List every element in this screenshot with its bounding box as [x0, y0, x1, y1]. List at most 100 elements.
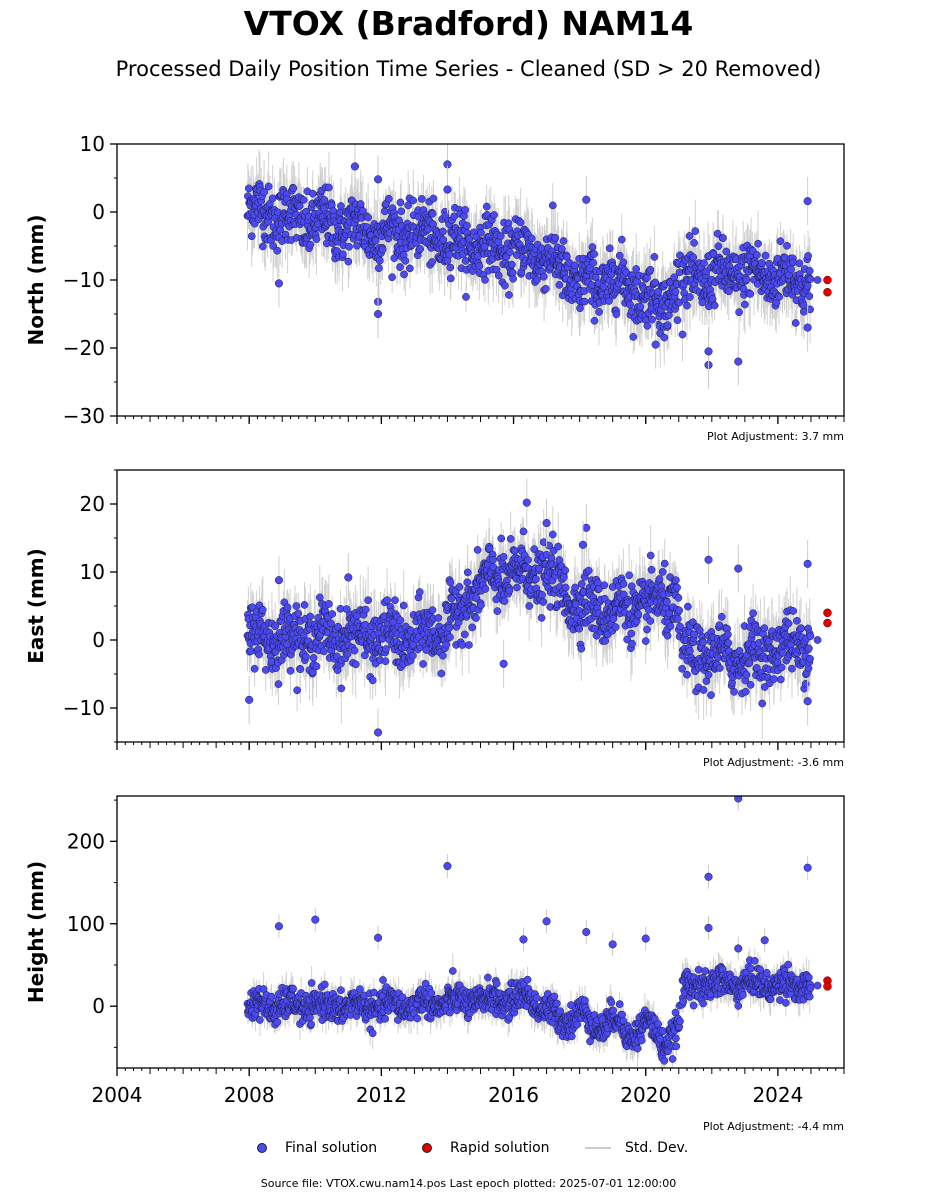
final-point	[756, 965, 764, 974]
final-point	[646, 265, 655, 274]
final-point	[788, 664, 796, 673]
final-point	[390, 254, 399, 262]
final-point	[555, 281, 564, 289]
final-point	[636, 302, 645, 311]
final-point	[509, 274, 517, 283]
legend-rapid-label: Rapid solution	[450, 1140, 550, 1156]
final-point	[439, 227, 447, 236]
outlier-point	[704, 555, 713, 564]
final-point	[698, 298, 707, 307]
final-point	[586, 1037, 594, 1046]
final-point	[776, 237, 785, 246]
final-point	[588, 243, 597, 251]
final-point	[676, 622, 684, 631]
final-point	[421, 979, 430, 988]
final-point	[675, 606, 684, 615]
outlier-point	[542, 917, 551, 926]
final-point	[274, 680, 283, 688]
final-point	[625, 571, 634, 580]
final-point	[397, 207, 406, 216]
outlier-point	[274, 279, 283, 288]
final-point	[813, 981, 822, 990]
outlier-point	[311, 915, 320, 924]
final-point	[766, 995, 775, 1004]
final-point	[408, 651, 417, 660]
final-point	[446, 633, 454, 641]
final-point	[339, 250, 347, 259]
final-point	[679, 997, 688, 1006]
final-point	[523, 975, 532, 984]
final-point	[684, 602, 692, 611]
final-point	[406, 264, 414, 273]
final-point	[320, 980, 329, 989]
final-point	[492, 979, 501, 988]
final-point	[747, 964, 755, 973]
final-point	[560, 573, 568, 582]
final-point	[730, 687, 738, 696]
final-point	[650, 253, 659, 261]
final-point	[704, 670, 713, 679]
final-point	[601, 637, 610, 645]
y-tick-label: 100	[67, 912, 105, 936]
final-point	[463, 221, 471, 230]
outlier-point	[582, 195, 591, 204]
axes-frame-2	[116, 795, 845, 1069]
y-tick-label: −20	[63, 336, 105, 360]
final-point	[666, 622, 675, 631]
final-point	[619, 258, 628, 267]
final-point	[261, 666, 270, 674]
final-point	[447, 594, 456, 603]
outlier-point	[499, 659, 508, 668]
final-point	[787, 265, 795, 274]
final-point	[675, 268, 684, 277]
final-point	[741, 687, 750, 696]
final-point	[539, 272, 548, 281]
final-point	[618, 1010, 627, 1019]
final-point	[654, 287, 662, 296]
final-point	[575, 624, 584, 633]
final-point	[789, 607, 798, 615]
outlier-point	[704, 872, 713, 881]
final-point	[445, 624, 453, 632]
outlier-point	[803, 697, 812, 706]
final-point	[337, 684, 346, 693]
outlier-point	[522, 498, 531, 507]
legend: Final solution Rapid solution Std. Dev.	[0, 1138, 937, 1158]
final-point	[805, 292, 814, 301]
legend-std: Std. Dev.	[585, 1138, 688, 1158]
final-point	[600, 581, 609, 590]
final-point	[320, 647, 328, 656]
final-point	[541, 284, 550, 293]
final-point	[351, 660, 360, 669]
outlier-point	[374, 728, 383, 737]
final-point	[368, 676, 377, 685]
x-tick-label: 2008	[224, 1083, 275, 1107]
final-point	[271, 622, 280, 631]
series-final-1	[243, 478, 822, 742]
final-point	[250, 664, 259, 673]
final-point	[617, 235, 626, 244]
x-tick-label: 2020	[620, 1083, 671, 1107]
final-point	[516, 218, 525, 227]
final-point	[264, 182, 273, 191]
final-point	[646, 551, 655, 560]
final-point	[482, 202, 491, 211]
final-point	[615, 251, 624, 260]
final-point	[337, 202, 345, 210]
final-point	[364, 213, 372, 222]
final-point	[654, 1020, 662, 1028]
final-point	[683, 670, 691, 679]
final-point	[300, 601, 309, 609]
final-point	[761, 251, 770, 260]
final-point	[735, 308, 743, 317]
final-point	[699, 638, 707, 647]
legend-final-marker-icon	[257, 1143, 267, 1153]
final-point	[678, 664, 686, 673]
final-point	[428, 606, 437, 614]
legend-std-label: Std. Dev.	[625, 1140, 689, 1156]
final-point	[632, 265, 641, 273]
panel-0: 10 0 −10 −20 −30 North (mm) Plot Adjustment: 3…	[24, 132, 845, 443]
final-point	[484, 973, 492, 982]
rapid-point	[823, 608, 832, 618]
